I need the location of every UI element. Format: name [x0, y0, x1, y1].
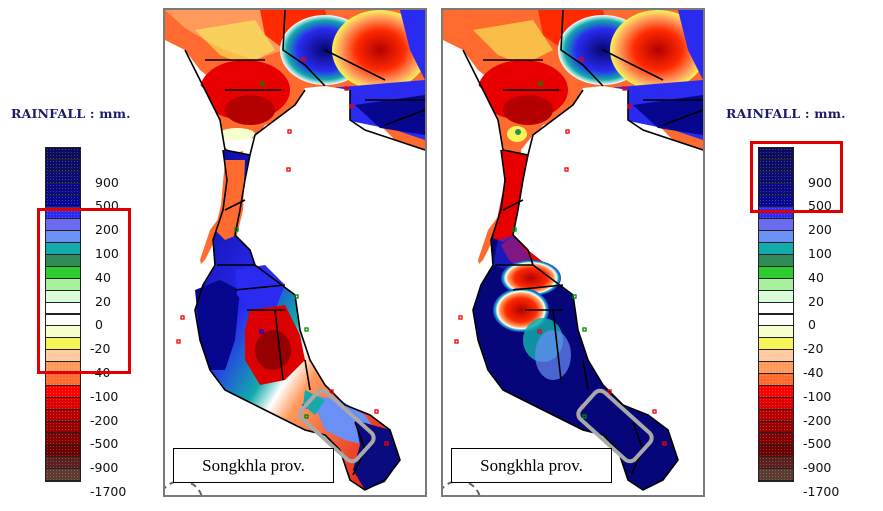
- legend-tick-label: -40: [803, 364, 824, 380]
- legend-swatch: [46, 385, 80, 398]
- legend-swatch: [46, 266, 80, 279]
- legend-swatch: [46, 207, 80, 220]
- legend-swatch: [759, 183, 793, 196]
- legend-swatch: [46, 457, 80, 470]
- legend-swatch: [759, 171, 793, 184]
- legend-tick-label: -1700: [803, 483, 840, 499]
- legend-tick-label: -100: [803, 388, 832, 404]
- legend-tick-label: 40: [95, 269, 111, 285]
- map-panel-left: Songkhla prov.: [163, 8, 427, 497]
- legend-swatch: [759, 148, 793, 160]
- legend-color-bar: [758, 147, 794, 482]
- legend-tick-label: 900: [808, 174, 832, 190]
- legend-swatch: [759, 445, 793, 458]
- legend-tick-label: -20: [803, 341, 824, 357]
- legend-tick-label: -200: [803, 412, 832, 428]
- legend-tick-label: 100: [808, 246, 832, 262]
- legend-tick-label: 20: [808, 293, 824, 309]
- legend-swatch: [759, 314, 793, 327]
- map-panel-right: Songkhla prov.: [441, 8, 705, 497]
- province-label: Songkhla prov.: [451, 448, 612, 483]
- legend-swatch: [759, 433, 793, 446]
- legend-tick-label: 100: [95, 246, 119, 262]
- legend-tick-label: -500: [803, 436, 832, 452]
- legend-swatch: [759, 350, 793, 363]
- legend-tick-label: -500: [90, 436, 119, 452]
- legend-tick-label: 500: [808, 198, 832, 214]
- legend-swatch: [46, 195, 80, 208]
- legend-color-bar: [45, 147, 81, 482]
- legend-tick-label: 200: [808, 222, 832, 238]
- legend-swatch: [46, 350, 80, 363]
- legend-swatch: [46, 171, 80, 184]
- legend-swatch: [759, 159, 793, 172]
- legend-swatch: [46, 409, 80, 422]
- legend-swatch: [46, 445, 80, 458]
- legend-tick-label: 200: [95, 222, 119, 238]
- legend-swatch: [46, 255, 80, 267]
- legend-swatch: [46, 373, 80, 386]
- annotation-box-above-500: [750, 141, 843, 213]
- legend-swatch: [759, 457, 793, 470]
- legend-swatch: [46, 326, 80, 339]
- legend-swatch: [46, 421, 80, 434]
- legend-swatch: [759, 469, 793, 481]
- legend-tick-label: -20: [90, 341, 111, 357]
- legend-swatch: [46, 278, 80, 291]
- legend-swatch: [759, 362, 793, 374]
- legend-swatch: [759, 290, 793, 303]
- legend-tick-label: -100: [90, 388, 119, 404]
- legend-swatch: [46, 314, 80, 327]
- province-label: Songkhla prov.: [173, 448, 334, 483]
- legend-swatch: [46, 148, 80, 160]
- legend-title: RAINFALL : mm.: [726, 106, 846, 121]
- legend-swatch: [759, 243, 793, 256]
- legend-swatch: [46, 243, 80, 256]
- legend-tick-label: 40: [808, 269, 824, 285]
- legend-swatch: [759, 302, 793, 315]
- legend-swatch: [759, 195, 793, 208]
- legend-swatch: [46, 397, 80, 410]
- legend-swatch: [46, 159, 80, 172]
- legend-swatch: [759, 219, 793, 232]
- legend-swatch: [759, 373, 793, 386]
- rainfall-map-right: [443, 10, 703, 495]
- legend-swatch: [759, 231, 793, 244]
- legend-swatch: [759, 338, 793, 351]
- legend-tick-label: -200: [90, 412, 119, 428]
- rainfall-map-left: [165, 10, 425, 495]
- legend-tick-label: -1700: [90, 483, 127, 499]
- legend-swatch: [759, 397, 793, 410]
- legend-swatch: [46, 231, 80, 244]
- legend-swatch: [46, 183, 80, 196]
- legend-swatch: [759, 266, 793, 279]
- legend-swatch: [759, 421, 793, 434]
- legend-tick-label: 0: [808, 317, 816, 333]
- legend-swatch: [46, 302, 80, 315]
- legend-swatch: [46, 338, 80, 351]
- legend-tick-label: -900: [90, 460, 119, 476]
- legend-swatch: [46, 469, 80, 481]
- legend-swatch: [759, 326, 793, 339]
- legend-tick-label: 900: [95, 174, 119, 190]
- legend-swatch: [46, 290, 80, 303]
- legend-swatch: [759, 255, 793, 267]
- legend-title: RAINFALL : mm.: [11, 106, 131, 121]
- legend-swatch: [759, 278, 793, 291]
- legend-swatch: [759, 409, 793, 422]
- legend-tick-label: -900: [803, 460, 832, 476]
- legend-tick-label: 20: [95, 293, 111, 309]
- legend-tick-label: 0: [95, 317, 103, 333]
- legend-swatch: [759, 207, 793, 220]
- legend-swatch: [46, 433, 80, 446]
- legend-swatch: [759, 385, 793, 398]
- legend-swatch: [46, 219, 80, 232]
- annotation-box-200-to-minus40: [37, 208, 131, 374]
